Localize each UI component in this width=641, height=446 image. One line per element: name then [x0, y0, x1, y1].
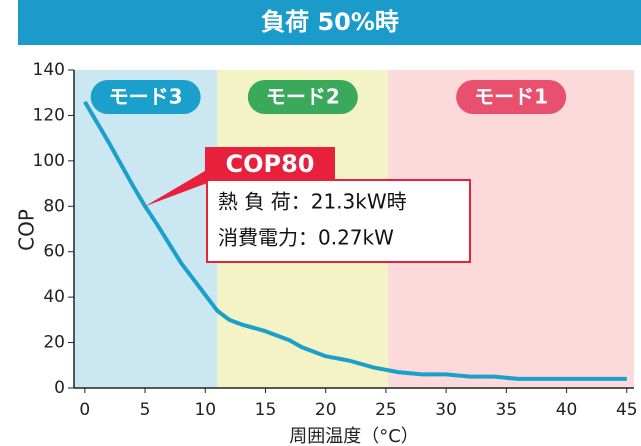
x-tick-label: 25 [375, 400, 397, 420]
y-tick-label: 80 [43, 196, 65, 216]
y-tick-label: 0 [54, 378, 65, 398]
y-tick-label: 100 [33, 151, 65, 171]
annotation-box [206, 179, 471, 263]
x-tick-label: 35 [496, 400, 518, 420]
x-tick-label: 0 [79, 400, 90, 420]
annotation-pointer [145, 168, 210, 207]
x-tick-label: 45 [616, 400, 638, 420]
x-tick-label: 5 [140, 400, 151, 420]
x-tick-label: 20 [315, 400, 337, 420]
x-axis-label: 周囲温度（°C） [289, 426, 419, 446]
y-axis-label: COP [15, 209, 39, 251]
y-tick-label: 140 [33, 60, 65, 80]
mode-label: モード2 [266, 85, 340, 109]
annotation-line: 熱 負 荷：21.3kW時 [218, 190, 407, 214]
x-tick-label: 30 [435, 400, 457, 420]
data-line [83, 100, 627, 381]
mode-pill [90, 80, 201, 114]
x-tick-label: 10 [194, 400, 216, 420]
title-banner [18, 0, 641, 45]
y-tick-label: 40 [43, 287, 65, 307]
mode-label: モード3 [109, 85, 183, 109]
x-tick-label: 40 [556, 400, 578, 420]
chart-title: 負荷 50%時 [261, 8, 399, 36]
annotation-title-bg [205, 147, 335, 181]
mode-label: モード1 [474, 85, 548, 109]
x-tick-label: 15 [255, 400, 277, 420]
mode-pill [456, 80, 567, 114]
annotation-line: 消費電力：0.27kW [218, 226, 394, 250]
y-tick-label: 60 [43, 242, 65, 262]
y-tick-label: 120 [33, 105, 65, 125]
mode-pill [247, 80, 358, 114]
y-tick-label: 20 [43, 333, 65, 353]
annotation-title: COP80 [225, 150, 314, 178]
